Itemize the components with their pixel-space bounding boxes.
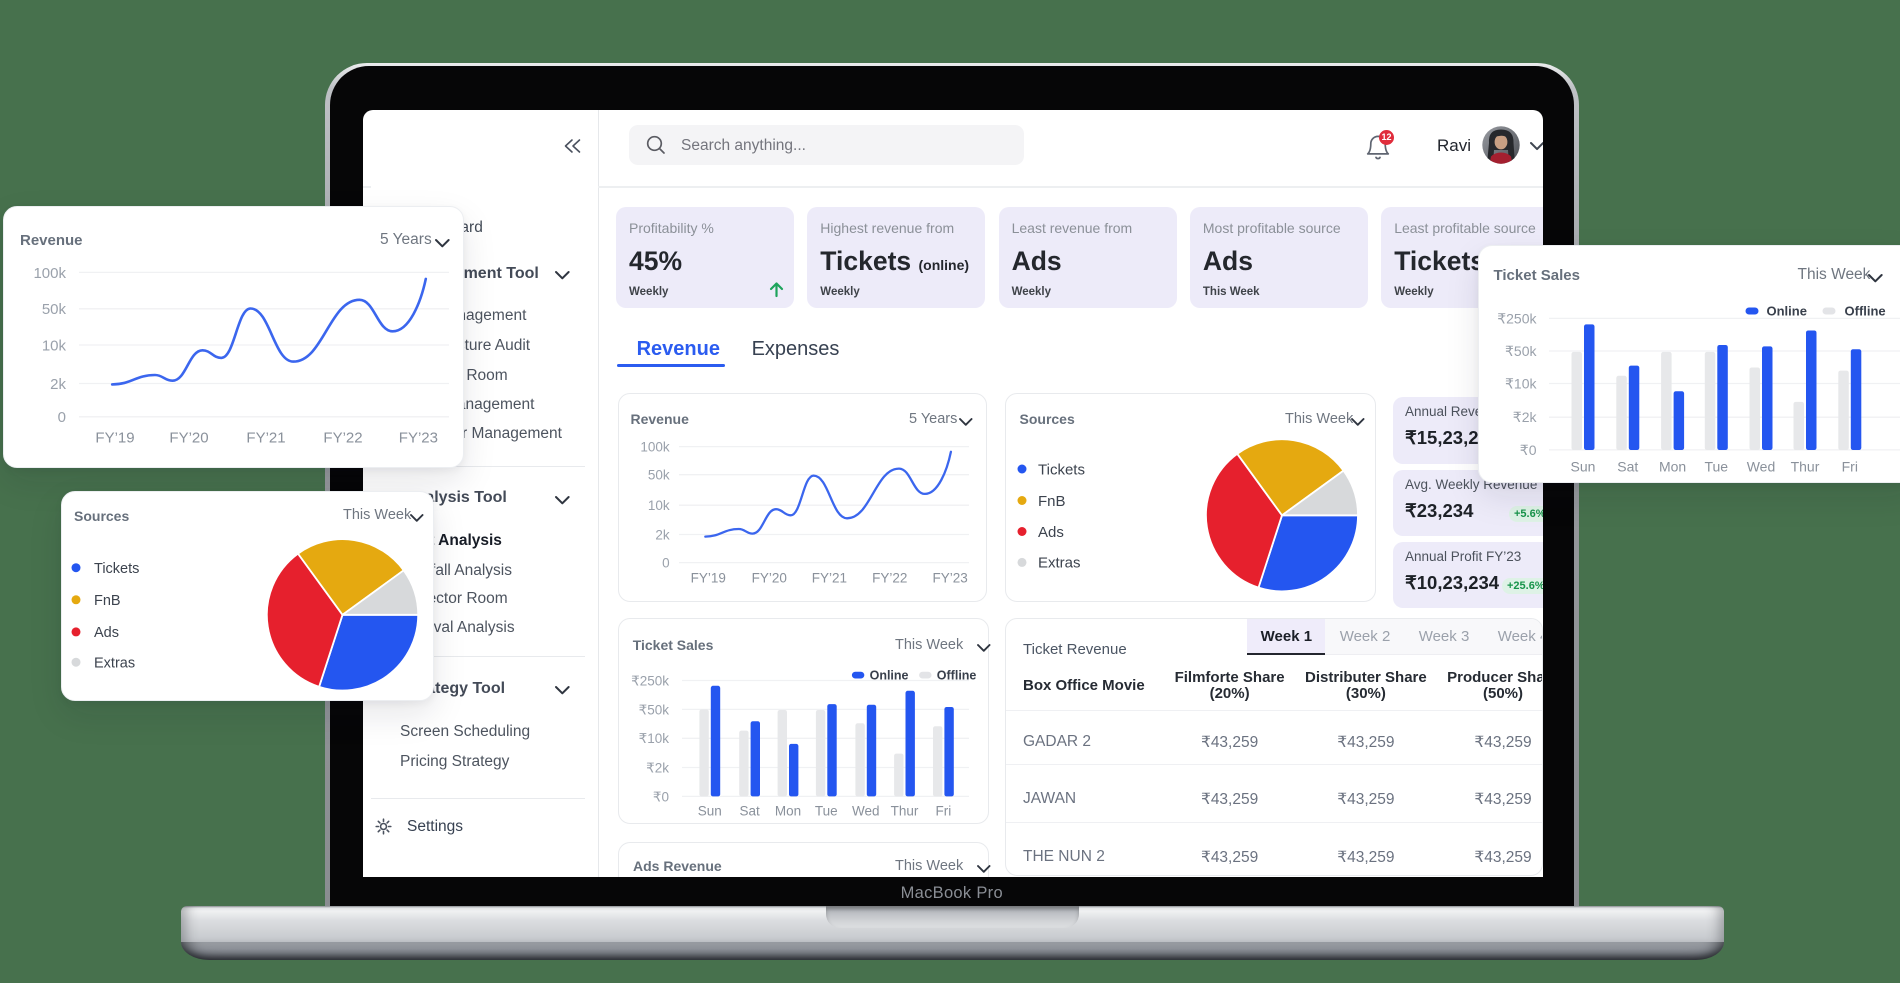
svg-text:10k: 10k <box>648 498 670 513</box>
svg-text:Offline: Offline <box>937 669 977 683</box>
svg-text:Fri: Fri <box>936 804 952 819</box>
svg-text:Ads: Ads <box>94 625 119 641</box>
svg-text:Online: Online <box>870 669 909 683</box>
svg-text:FY’20: FY’20 <box>752 571 787 586</box>
svg-text:2k: 2k <box>655 527 670 542</box>
svg-text:Wed: Wed <box>1746 459 1775 475</box>
svg-text:Tue: Tue <box>815 804 838 819</box>
svg-text:FY’22: FY’22 <box>323 430 362 447</box>
svg-text:FnB: FnB <box>1038 493 1066 510</box>
svg-text:FY’21: FY’21 <box>812 571 847 586</box>
svg-text:100k: 100k <box>640 440 670 455</box>
svg-text:Offline: Offline <box>1844 304 1885 319</box>
svg-text:FY’19: FY’19 <box>95 430 134 447</box>
svg-text:₹10k: ₹10k <box>1505 376 1537 392</box>
svg-text:10k: 10k <box>42 337 67 354</box>
svg-text:Wed: Wed <box>852 804 880 819</box>
svg-text:FY’19: FY’19 <box>691 571 726 586</box>
svg-text:₹250k: ₹250k <box>1497 310 1537 326</box>
svg-text:₹250k: ₹250k <box>631 674 669 689</box>
svg-text:FnB: FnB <box>94 593 121 609</box>
svg-text:₹50k: ₹50k <box>639 703 670 718</box>
svg-text:₹0: ₹0 <box>1519 442 1536 458</box>
svg-text:Tickets: Tickets <box>94 561 139 577</box>
svg-text:0: 0 <box>662 556 670 571</box>
svg-text:FY’23: FY’23 <box>399 430 438 447</box>
svg-text:FY’20: FY’20 <box>169 430 208 447</box>
svg-text:₹2k: ₹2k <box>1512 409 1537 425</box>
svg-text:Thur: Thur <box>891 804 919 819</box>
svg-text:Fri: Fri <box>1841 459 1857 475</box>
svg-text:Sun: Sun <box>1570 459 1595 475</box>
svg-text:Mon: Mon <box>775 804 801 819</box>
svg-text:0: 0 <box>58 409 66 426</box>
svg-text:FY’23: FY’23 <box>933 571 968 586</box>
svg-text:Tickets: Tickets <box>1038 461 1085 478</box>
svg-text:Ads: Ads <box>1038 524 1064 541</box>
svg-text:Mon: Mon <box>1658 459 1685 475</box>
svg-text:Sat: Sat <box>1617 459 1638 475</box>
svg-text:₹2k: ₹2k <box>646 761 669 776</box>
svg-text:₹50k: ₹50k <box>1505 343 1537 359</box>
svg-text:₹10k: ₹10k <box>639 731 670 746</box>
svg-text:Tue: Tue <box>1704 459 1728 475</box>
svg-text:FY’22: FY’22 <box>872 571 907 586</box>
svg-text:Online: Online <box>1766 304 1806 319</box>
svg-text:₹0: ₹0 <box>653 790 669 805</box>
svg-text:50k: 50k <box>648 468 670 483</box>
svg-text:Sat: Sat <box>739 804 760 819</box>
svg-text:50k: 50k <box>42 301 67 318</box>
svg-text:Extras: Extras <box>94 655 135 671</box>
svg-text:FY’21: FY’21 <box>246 430 285 447</box>
svg-text:Extras: Extras <box>1038 555 1081 572</box>
svg-text:100k: 100k <box>33 265 66 282</box>
svg-text:Sun: Sun <box>698 804 722 819</box>
svg-text:Thur: Thur <box>1790 459 1819 475</box>
svg-text:2k: 2k <box>50 376 66 393</box>
